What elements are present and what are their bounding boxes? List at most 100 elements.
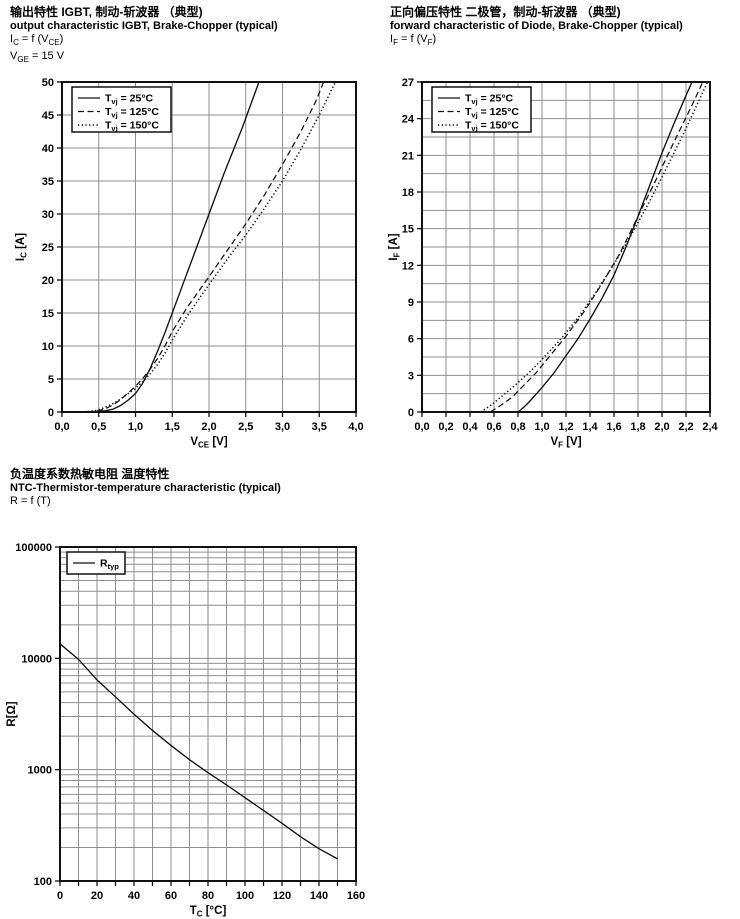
igbt-output-plot: 0,0 0,5 1,0 1,5 2,0 2,5 3,0 3,5 4,0 0 5 10 15 20 25 30 3… xyxy=(0,70,380,450)
svg-text:30: 30 xyxy=(42,209,54,221)
curve-solid xyxy=(59,643,338,860)
svg-text:3: 3 xyxy=(408,370,414,382)
legend-label: Tvj = 125°C xyxy=(465,106,519,120)
ntc-title-en: NTC-Thermistor-temperature characteristi… xyxy=(10,481,281,494)
svg-text:12: 12 xyxy=(402,260,414,272)
svg-text:27: 27 xyxy=(402,77,414,89)
svg-text:60: 60 xyxy=(165,890,177,902)
svg-text:1,8: 1,8 xyxy=(630,421,645,433)
legend-label: Tvj = 25°C xyxy=(465,93,514,107)
svg-text:1,0: 1,0 xyxy=(128,421,143,433)
svg-text:1,5: 1,5 xyxy=(165,421,180,433)
svg-text:0,6: 0,6 xyxy=(486,421,501,433)
diode-title-zh: 正向偏压特性 二极管，制动-斩波器 （典型) xyxy=(390,5,621,19)
svg-text:100: 100 xyxy=(34,876,52,888)
curve-dashed xyxy=(490,81,704,413)
chart-canvas-0: 0,0 0,5 1,0 1,5 2,0 2,5 3,0 3,5 4,0 0 5 10 15 20 25 30 3… xyxy=(15,77,364,450)
diode-formula-if: IF = f (VF) xyxy=(390,33,437,48)
svg-text:3,5: 3,5 xyxy=(312,421,327,433)
svg-text:0,0: 0,0 xyxy=(54,421,69,433)
svg-text:2,5: 2,5 xyxy=(238,421,253,433)
ntc-chart-titles: 负温度系数热敏电阻 温度特性 NTC-Thermistor-temperatur… xyxy=(10,467,370,509)
svg-text:25: 25 xyxy=(42,242,54,254)
svg-text:10000: 10000 xyxy=(21,653,52,665)
ntc-title-zh: 负温度系数热敏电阻 温度特性 xyxy=(10,467,170,481)
svg-text:45: 45 xyxy=(42,110,54,122)
curve-dashed xyxy=(87,81,325,413)
svg-text:24: 24 xyxy=(402,114,415,126)
svg-text:TC [°C]: TC [°C] xyxy=(190,905,227,919)
curve-dotted xyxy=(83,81,337,413)
svg-text:0: 0 xyxy=(408,407,414,419)
svg-text:4,0: 4,0 xyxy=(348,421,363,433)
svg-text:21: 21 xyxy=(402,150,414,162)
svg-text:160: 160 xyxy=(347,890,365,902)
svg-text:2,2: 2,2 xyxy=(678,421,693,433)
ntc-formula-r: R = f (T) xyxy=(10,495,51,507)
svg-text:0,2: 0,2 xyxy=(438,421,453,433)
svg-text:2,0: 2,0 xyxy=(654,421,669,433)
igbt-formula-ic: IC = f (VCE) xyxy=(10,33,64,48)
svg-text:15: 15 xyxy=(42,308,54,320)
svg-text:80: 80 xyxy=(202,890,214,902)
svg-text:50: 50 xyxy=(42,77,54,89)
svg-text:100: 100 xyxy=(236,890,254,902)
svg-text:1,2: 1,2 xyxy=(558,421,573,433)
chart-canvas-1: 0,0 0,2 0,4 0,6 0,8 1,0 1,2 1,4 1,6 1,8 2,0 2,2 2,4 0… xyxy=(388,77,719,450)
diode-forward-plot: 0,0 0,2 0,4 0,6 0,8 1,0 1,2 1,4 1,6 1,8 2,0 2,2 2,4 0… xyxy=(380,70,740,450)
svg-text:3,0: 3,0 xyxy=(275,421,290,433)
svg-text:0,8: 0,8 xyxy=(510,421,525,433)
legend-label: Tvj = 125°C xyxy=(105,106,159,120)
legend-label: Tvj = 25°C xyxy=(105,93,154,107)
ntc-chart-block: 负温度系数热敏电阻 温度特性 NTC-Thermistor-temperatur… xyxy=(0,462,380,919)
legend-label: Tvj = 150°C xyxy=(105,120,159,134)
svg-text:2,4: 2,4 xyxy=(702,421,718,433)
curve-solid xyxy=(517,81,693,413)
svg-text:15: 15 xyxy=(402,224,414,236)
igbt-title-en: output characteristic IGBT, Brake-Choppe… xyxy=(10,19,278,32)
svg-text:2,0: 2,0 xyxy=(201,421,216,433)
legend-box xyxy=(71,86,172,133)
chart-canvas-2: 0 20 40 60 80 100 120 140 160 100 1000 10000 100000 T… xyxy=(6,542,365,919)
svg-text:1000: 1000 xyxy=(28,765,52,777)
svg-text:1,0: 1,0 xyxy=(534,421,549,433)
svg-text:VCE [V]: VCE [V] xyxy=(190,436,227,450)
igbt-chart-titles: 输出特性 IGBT, 制动-斩波器 （典型) output characteri… xyxy=(10,5,370,66)
svg-text:VF [V]: VF [V] xyxy=(550,436,581,450)
diode-title-en: forward characteristic of Diode, Brake-C… xyxy=(390,19,683,32)
svg-text:35: 35 xyxy=(42,176,54,188)
diode-forward-chart-block: 正向偏压特性 二极管，制动-斩波器 （典型) forward character… xyxy=(380,0,740,462)
igbt-output-chart-block: 输出特性 IGBT, 制动-斩波器 （典型) output characteri… xyxy=(0,0,380,462)
ntc-plot: 0 20 40 60 80 100 120 140 160 100 1000 10000 100000 T… xyxy=(0,535,380,919)
svg-text:6: 6 xyxy=(408,334,414,346)
svg-text:100000: 100000 xyxy=(15,542,52,554)
svg-text:1,4: 1,4 xyxy=(582,421,598,433)
legend-label: Tvj = 150°C xyxy=(465,120,519,134)
svg-text:0,5: 0,5 xyxy=(91,421,106,433)
svg-text:9: 9 xyxy=(408,297,414,309)
legend-box xyxy=(66,551,126,575)
svg-text:0: 0 xyxy=(48,407,54,419)
svg-text:IF [A]: IF [A] xyxy=(388,233,402,260)
svg-text:40: 40 xyxy=(42,143,54,155)
svg-text:140: 140 xyxy=(310,890,328,902)
svg-text:20: 20 xyxy=(91,890,103,902)
legend-label: Rtyp xyxy=(100,558,119,572)
diode-chart-titles: 正向偏压特性 二极管，制动-斩波器 （典型) forward character… xyxy=(390,5,740,50)
curve-dotted xyxy=(480,81,709,413)
igbt-formula-vge: VGE = 15 V xyxy=(10,49,65,64)
svg-text:20: 20 xyxy=(42,275,54,287)
svg-text:120: 120 xyxy=(273,890,291,902)
igbt-title-zh: 输出特性 IGBT, 制动-斩波器 （典型) xyxy=(10,5,203,19)
svg-text:10: 10 xyxy=(42,341,54,353)
legend-box xyxy=(431,86,532,133)
svg-text:IC [A]: IC [A] xyxy=(15,233,29,261)
svg-text:0,0: 0,0 xyxy=(414,421,429,433)
svg-text:40: 40 xyxy=(128,890,140,902)
svg-text:0: 0 xyxy=(57,890,63,902)
svg-text:18: 18 xyxy=(402,187,414,199)
svg-text:1,6: 1,6 xyxy=(606,421,621,433)
svg-text:5: 5 xyxy=(48,374,54,386)
svg-text:0,4: 0,4 xyxy=(462,421,478,433)
